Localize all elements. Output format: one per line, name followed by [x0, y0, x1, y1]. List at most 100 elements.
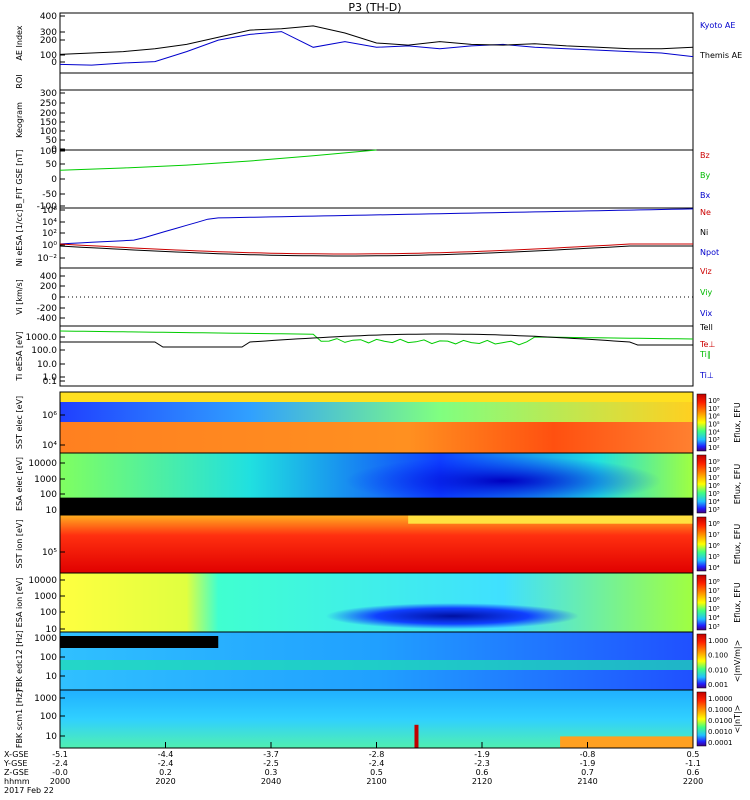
colorbar-tick: 10⁹: [708, 458, 720, 466]
x-tick-zgse: 0.3: [265, 768, 278, 777]
colorbar-tick: 0.100: [708, 652, 728, 660]
series-line: [59, 149, 377, 171]
colorbar: [696, 454, 707, 514]
y-tick-label: 10⁻²: [37, 254, 57, 264]
density-curves: [59, 208, 694, 257]
y-tick-label: 400: [40, 12, 57, 22]
y-tick-label: 10.0: [37, 360, 57, 370]
y-axis-label: Ti eESA [eV]: [15, 331, 24, 381]
colorbar-tick: 10⁴: [708, 428, 720, 436]
colorbar-tick: 10⁷: [708, 587, 720, 595]
colorbar: [696, 691, 707, 747]
fbk-b-spike: [414, 724, 419, 748]
y-tick-label: 50: [46, 136, 58, 146]
legend-entry: Ne: [700, 208, 711, 217]
x-tick-ygse: -2.4: [158, 759, 174, 768]
legend-entry: Tell: [699, 323, 713, 332]
legend-entry: Ni: [700, 228, 708, 237]
colorbar-tick: 1.000: [708, 637, 728, 645]
y-tick-label: 100: [40, 51, 57, 61]
temperature-te: [60, 333, 693, 348]
esa-e-noise-floor: [60, 497, 693, 515]
panel-frame: [59, 149, 694, 209]
colorbar: [696, 633, 707, 689]
legend-entry: Viy: [700, 288, 713, 297]
colorbar-tick: 0.001: [708, 681, 728, 689]
y-tick-label: 10: [46, 506, 58, 516]
x-tick-ygse: -2.4: [369, 759, 385, 768]
colorbar-tick: 0.1000: [708, 706, 733, 714]
y-tick-label: 50: [46, 160, 58, 170]
plot-title: P3 (TH-D): [348, 1, 401, 14]
colorbar-label: Eflux, EFU: [733, 464, 742, 505]
y-tick-label: 10⁸: [42, 206, 57, 216]
x-tick-time: 2140: [577, 777, 597, 786]
panel-fbk-e: 1000 100 10 FBK edc12 [Hz] 1.000 0.100 0.010 0.…: [15, 630, 742, 691]
colorbar-tick: 10⁸: [708, 466, 720, 474]
legend-entry: Te⊥: [699, 340, 715, 349]
y-tick-label: 10⁵: [42, 548, 57, 558]
y-tick-label: 1000: [34, 694, 57, 704]
fbk-b-bottom-band: [560, 736, 693, 748]
y-tick-label: 1.0: [43, 373, 58, 383]
y-tick-label: 100: [40, 653, 57, 663]
legend-entry: Bx: [700, 191, 710, 200]
colorbar-tick: 1.0000: [708, 695, 733, 703]
y-axis-label: Keogram: [15, 102, 24, 138]
legend-entry: Themis AE: [699, 51, 742, 60]
temperature-curves: [59, 330, 694, 348]
colorbar-tick: 10⁸: [708, 520, 720, 528]
sst-i-top: [408, 515, 693, 524]
colorbar-tick: 10⁷: [708, 531, 720, 539]
colorbar-label: <|mV/m|>: [733, 640, 742, 683]
x-tick-zgse: 0.5: [370, 768, 383, 777]
y-tick-label: 100.0: [31, 346, 57, 356]
colorbar-label: <|nT|>: [733, 705, 742, 734]
y-tick-label: 200: [40, 282, 57, 292]
x-tick-ygse: -2.5: [263, 759, 279, 768]
x-tick-ygse: -1.9: [580, 759, 596, 768]
x-tick-xgse: -0.8: [580, 750, 596, 759]
colorbar-tick: 10⁷: [708, 474, 720, 482]
x-axis-row-label: Y-GSE: [3, 759, 27, 768]
y-tick-label: 100: [40, 147, 57, 157]
y-axis-label: ESA elec [eV]: [15, 457, 24, 511]
colorbar: [696, 574, 707, 631]
y-axis-label: ESA ion [eV]: [15, 578, 24, 628]
colorbar-tick: 10⁸: [708, 578, 720, 586]
y-axis-label: Vi [km/s]: [15, 279, 24, 315]
colorbar-label: Eflux, EFU: [733, 582, 742, 623]
y-tick-label: 10⁴: [42, 218, 57, 228]
panel-frame: [59, 207, 694, 269]
x-tick-xgse: -5.1: [52, 750, 68, 759]
y-axis-label: SST elec [eV]: [15, 396, 24, 449]
x-axis-row-label: 2017 Feb 22: [4, 786, 54, 795]
y-tick-label: 10²: [42, 229, 57, 239]
y-tick-label: -400: [37, 314, 58, 324]
panel-roi: ROI: [15, 72, 694, 91]
colorbar-label: Eflux, EFU: [733, 402, 742, 443]
x-tick-ygse: -2.3: [474, 759, 490, 768]
colorbar-tick: 10⁵: [708, 490, 720, 498]
temperature-ti: [59, 330, 694, 346]
x-tick-xgse: -1.9: [474, 750, 490, 759]
fbk-e-dark-band: [60, 636, 219, 648]
colorbar-tick: 10⁴: [708, 564, 720, 572]
x-tick-zgse: 0.2: [159, 768, 172, 777]
panel-fbk-b: 1000 100 10 FBK scm1 [Hz] 1.0000 0.1000 0.0100…: [15, 689, 742, 749]
colorbar-tick: 10⁸: [708, 397, 720, 405]
density-npot: [59, 208, 694, 245]
x-tick-zgse: 0.7: [581, 768, 594, 777]
y-tick-label: 0: [51, 293, 57, 303]
colorbar-label: Eflux, EFU: [733, 524, 742, 565]
colorbar-tick: 10³: [708, 436, 720, 444]
x-axis-row-label: X-GSE: [4, 750, 29, 759]
colorbar-tick: 10⁶: [708, 482, 720, 490]
colorbar-tick: 10⁵: [708, 421, 720, 429]
y-tick-label: 100: [40, 712, 57, 722]
density-ni: [59, 245, 693, 257]
panel-sst-i: 10⁵ SST ion [eV] 10⁸ 10⁷ 10⁶ 10⁵ 10⁴ Eflux, EFU: [15, 514, 742, 574]
